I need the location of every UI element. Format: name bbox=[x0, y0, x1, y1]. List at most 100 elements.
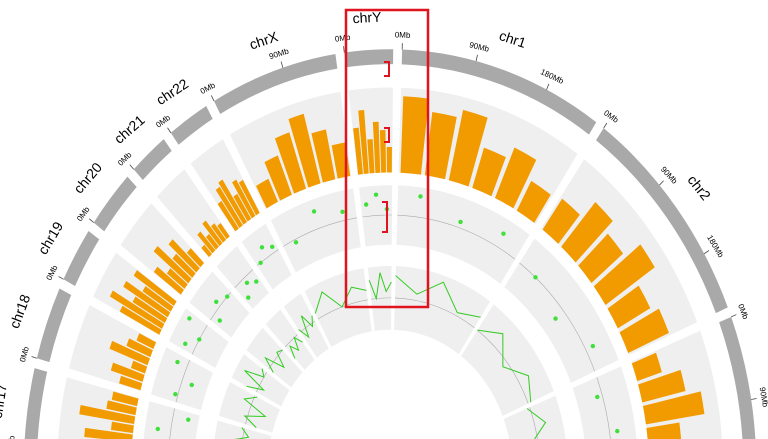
dot bbox=[373, 192, 379, 197]
tick-mark bbox=[343, 46, 345, 53]
tick-label: 0Mb bbox=[199, 80, 217, 96]
bar bbox=[186, 248, 205, 268]
track-background bbox=[151, 347, 214, 411]
track-midline bbox=[210, 291, 232, 321]
track-midline bbox=[477, 329, 529, 404]
dot bbox=[214, 299, 219, 305]
track-background bbox=[189, 271, 250, 338]
dot bbox=[175, 359, 180, 365]
bar bbox=[217, 222, 230, 240]
bar bbox=[472, 147, 506, 197]
track-background bbox=[283, 293, 329, 358]
bar bbox=[218, 179, 247, 225]
bar bbox=[642, 391, 705, 425]
track-midline bbox=[397, 214, 516, 260]
bar bbox=[119, 375, 143, 391]
highlight-brackets bbox=[382, 61, 390, 233]
tick-mark bbox=[731, 314, 737, 318]
dot bbox=[458, 219, 463, 225]
bar bbox=[211, 223, 227, 243]
track-background bbox=[265, 309, 315, 370]
ideogram bbox=[36, 288, 72, 363]
track-background bbox=[216, 246, 269, 310]
ideogram bbox=[344, 49, 394, 68]
chromosome-label: chr18 bbox=[6, 292, 33, 331]
tick-label: 0Mb bbox=[602, 108, 620, 125]
bar bbox=[424, 112, 457, 180]
dot bbox=[217, 318, 222, 323]
bar bbox=[136, 333, 157, 350]
tick-label: 0Mb bbox=[75, 205, 92, 223]
track-background bbox=[231, 354, 290, 407]
bar bbox=[646, 422, 682, 439]
bar bbox=[593, 244, 655, 305]
bar bbox=[372, 121, 381, 173]
bar bbox=[264, 155, 292, 201]
track-midline bbox=[371, 297, 392, 300]
tick-label: 0Mb bbox=[7, 435, 17, 439]
bar bbox=[232, 179, 256, 219]
track-midline bbox=[283, 217, 357, 247]
bar bbox=[153, 266, 184, 295]
bar bbox=[631, 352, 662, 382]
tick-label: 90Mb bbox=[758, 387, 768, 409]
bar bbox=[205, 233, 219, 250]
track-background bbox=[461, 304, 554, 416]
tick-mark bbox=[31, 356, 37, 359]
tick-mark bbox=[603, 122, 608, 129]
bar bbox=[166, 268, 188, 289]
chromosome-label: chrY bbox=[352, 9, 382, 27]
bar bbox=[311, 129, 336, 183]
bar bbox=[274, 132, 307, 194]
bar bbox=[215, 186, 243, 228]
chromosome-label: chr2 bbox=[685, 172, 715, 203]
track-background bbox=[270, 188, 361, 273]
chromosome-label: chr22 bbox=[153, 75, 191, 108]
bar bbox=[379, 130, 387, 173]
bar bbox=[106, 400, 137, 416]
line bbox=[395, 275, 481, 318]
track-midline bbox=[245, 395, 256, 425]
bar bbox=[578, 233, 624, 283]
tick-label: 0Mb bbox=[18, 345, 31, 363]
dot bbox=[183, 341, 188, 346]
bar bbox=[126, 338, 153, 358]
bar bbox=[607, 285, 651, 329]
dot bbox=[189, 382, 194, 388]
dot bbox=[155, 426, 160, 432]
bar bbox=[542, 198, 580, 244]
bar bbox=[494, 147, 537, 209]
track-midline bbox=[596, 377, 611, 439]
dot bbox=[363, 202, 369, 207]
bar bbox=[448, 109, 488, 187]
chromosome-label: chr19 bbox=[35, 219, 67, 257]
tick-label: 0Mb bbox=[736, 303, 750, 321]
bar bbox=[131, 360, 148, 374]
tick-label: 0Mb bbox=[154, 113, 172, 130]
ideogram bbox=[93, 176, 137, 232]
tick-mark bbox=[88, 218, 94, 223]
track-midline bbox=[394, 297, 475, 328]
track-midline bbox=[256, 249, 279, 266]
bar bbox=[358, 109, 369, 175]
tick-label: 0Mb bbox=[334, 33, 351, 44]
tick-label: 90Mb bbox=[468, 40, 490, 54]
bar bbox=[400, 96, 429, 175]
line bbox=[244, 368, 266, 391]
tick-mark bbox=[280, 61, 284, 68]
dot bbox=[311, 209, 317, 214]
ideogram bbox=[213, 53, 338, 115]
ideogram bbox=[24, 368, 48, 439]
dot bbox=[553, 316, 558, 321]
ideogram bbox=[133, 139, 172, 180]
chromosome-label: chr21 bbox=[111, 112, 148, 147]
line bbox=[526, 408, 547, 439]
tick-label: 0Mb bbox=[116, 150, 134, 168]
line bbox=[368, 272, 392, 301]
line bbox=[289, 336, 303, 359]
track-midline bbox=[175, 359, 190, 403]
dot bbox=[615, 428, 620, 434]
line bbox=[298, 315, 314, 339]
track-background bbox=[218, 382, 280, 433]
bar bbox=[238, 179, 260, 216]
